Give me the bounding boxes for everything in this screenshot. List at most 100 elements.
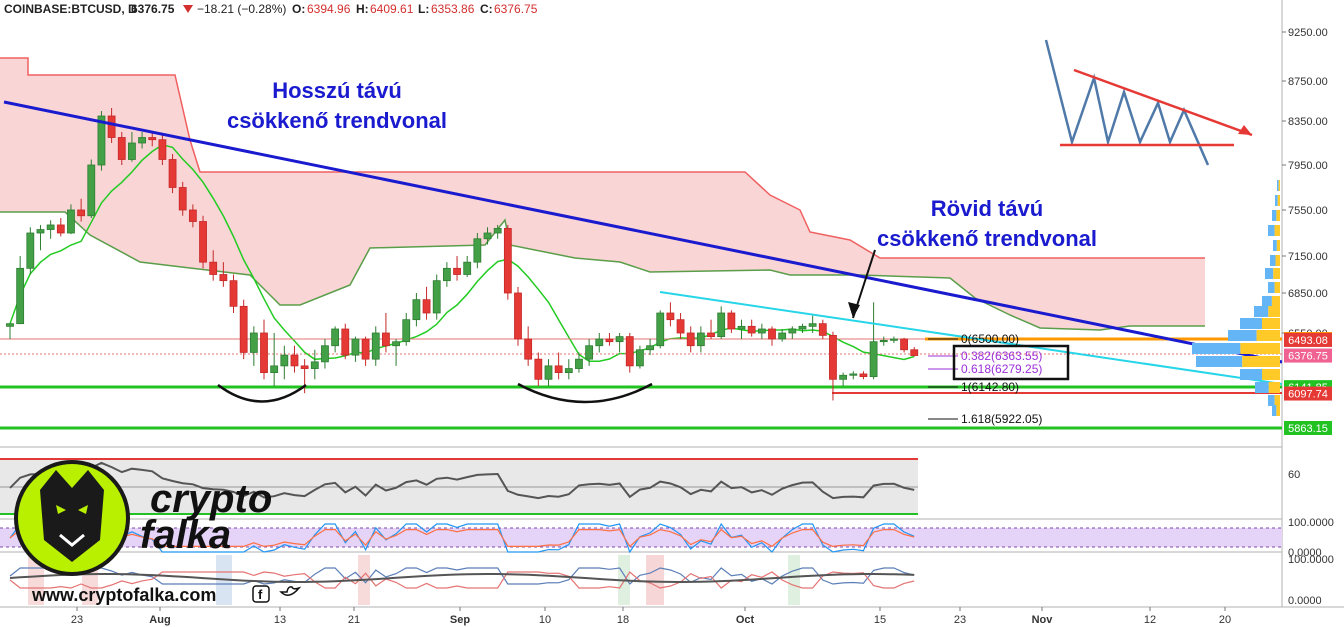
price-tags: 6500.006493.086376.756141.856097.745863.…: [1284, 332, 1332, 435]
vp-bar-down: [1278, 180, 1280, 191]
vp-bar-up: [1270, 255, 1276, 266]
candle-body: [371, 332, 380, 360]
fib-label-0382: 0.382(6363.55): [961, 349, 1042, 363]
candle-body: [77, 209, 86, 217]
candle-body: [300, 365, 309, 369]
y-tick-label: 6850.00: [1288, 288, 1328, 300]
candle-body: [737, 325, 746, 330]
candle-body: [839, 374, 848, 380]
candle-body: [412, 299, 421, 321]
x-tick-label: 18: [617, 614, 629, 626]
fib-levels: 0(6500.00) 0.382(6363.55) 0.618(6279.25)…: [928, 332, 1070, 426]
short-term-downtrend-line: [659, 291, 1283, 385]
short-trend-text-1: Rövid távú: [931, 196, 1043, 221]
vp-bar-up: [1277, 180, 1279, 191]
candle-body: [46, 224, 55, 230]
candle-body: [463, 261, 472, 275]
stoch-d-line: [9, 528, 915, 548]
candle-body: [229, 280, 238, 307]
twitter-icon: [279, 586, 302, 596]
vp-bar-down: [1277, 195, 1280, 206]
candle-body: [97, 115, 106, 166]
triangle-pattern-illustration: [1044, 39, 1253, 166]
candle-body: [788, 328, 797, 334]
candle-body: [544, 365, 553, 380]
y-tick-label: 7150.00: [1288, 251, 1328, 263]
candle-body: [493, 227, 502, 234]
vp-bar-up: [1262, 296, 1272, 307]
vp-bar-down: [1240, 343, 1280, 354]
candle-body: [128, 142, 136, 160]
directional-panel: 100.0000 0.0000: [9, 554, 1334, 607]
candle-body: [808, 323, 817, 327]
vp-bar-up: [1275, 195, 1278, 206]
vp-bar-down: [1275, 255, 1280, 266]
candle-body: [890, 338, 898, 341]
long-trend-text-1: Hosszú távú: [272, 78, 402, 103]
candle-body: [615, 336, 624, 343]
candle-body: [768, 328, 776, 340]
x-tick-label: 12: [1144, 614, 1156, 626]
vp-bar-down: [1262, 369, 1280, 380]
candle-body: [717, 312, 726, 338]
x-tick-label: 23: [71, 614, 83, 626]
candle-body: [656, 312, 665, 347]
vp-bar-up: [1192, 343, 1241, 354]
vp-bar-down: [1271, 296, 1280, 307]
candle-body: [321, 345, 329, 363]
header-low-label: L:: [418, 2, 429, 16]
candle-body: [158, 139, 167, 160]
x-tick-label: 21: [348, 614, 360, 626]
candle-body: [910, 349, 919, 356]
candle-body: [249, 332, 258, 353]
candle-body: [219, 274, 228, 282]
vp-bar-up: [1196, 356, 1243, 367]
candle-body: [6, 323, 14, 327]
time-axis: 23 Aug 13 21 Sep 10 18 Oct 15 23 Nov 12 20: [71, 607, 1231, 626]
candle-body: [554, 365, 563, 373]
logo-word-2: falka: [140, 513, 231, 557]
vp-bar-up: [1272, 210, 1277, 221]
candle-body: [564, 368, 573, 373]
vp-bar-down: [1268, 306, 1280, 317]
header-open: 6394.96: [307, 2, 351, 16]
logo-word-1: crypto: [150, 477, 272, 521]
vp-bar-up: [1268, 282, 1275, 293]
header-close: 6376.75: [494, 2, 538, 16]
candle-body: [148, 137, 157, 141]
candle-body: [382, 332, 390, 347]
vp-bar-down: [1268, 382, 1280, 393]
candle-body: [138, 137, 146, 144]
candle-body: [524, 338, 533, 360]
candle-body: [361, 338, 370, 360]
y-tick-label: 7550.00: [1288, 205, 1328, 217]
y-tick-label: 8750.00: [1288, 76, 1328, 88]
price-tag-bg: [1284, 386, 1332, 401]
candle-body: [442, 267, 451, 282]
price-tag-label: 6376.75: [1288, 351, 1328, 363]
candle-body: [707, 332, 715, 337]
candle-body: [270, 365, 279, 373]
stoch-k-line: [9, 522, 915, 554]
x-tick-label: 13: [274, 614, 286, 626]
vp-bar-up: [1254, 306, 1269, 317]
candle-body: [67, 209, 75, 234]
candle-body: [676, 319, 685, 334]
vp-bar-up: [1240, 369, 1262, 380]
candle-body: [87, 164, 96, 217]
candle-body: [199, 221, 207, 263]
price-tag-label: 5863.15: [1288, 423, 1328, 435]
wolf-head-icon: [40, 470, 104, 562]
price-tag-bg: [1284, 348, 1332, 363]
candle-body: [178, 187, 187, 211]
dmi-axis-100: 100.0000: [1288, 554, 1334, 566]
candle-body: [56, 224, 65, 234]
x-tick-label: 20: [1219, 614, 1231, 626]
x-tick-label: Oct: [736, 614, 755, 626]
rsi-line: [9, 461, 915, 500]
long-term-downtrend-line: [3, 100, 1283, 364]
fib-label-0618: 0.618(6279.25): [961, 362, 1042, 376]
candle-body: [575, 358, 583, 369]
candle-body: [26, 232, 35, 269]
